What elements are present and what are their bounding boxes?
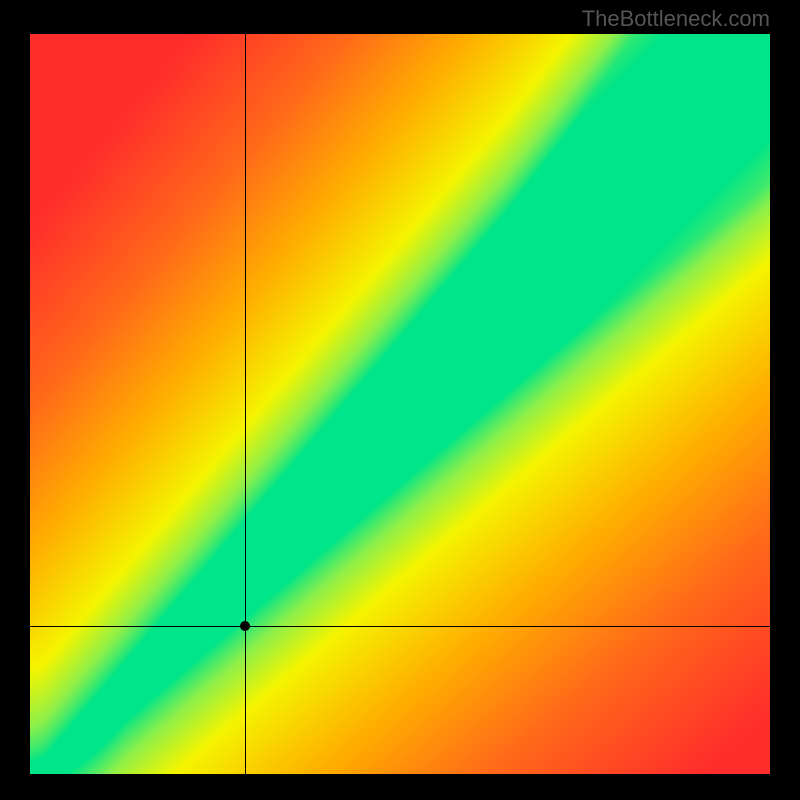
heatmap-canvas xyxy=(30,34,770,774)
crosshair-vertical xyxy=(245,34,246,774)
marker-dot xyxy=(240,621,250,631)
heatmap-plot xyxy=(30,34,770,774)
crosshair-horizontal xyxy=(30,626,770,627)
attribution-text: TheBottleneck.com xyxy=(582,6,770,32)
